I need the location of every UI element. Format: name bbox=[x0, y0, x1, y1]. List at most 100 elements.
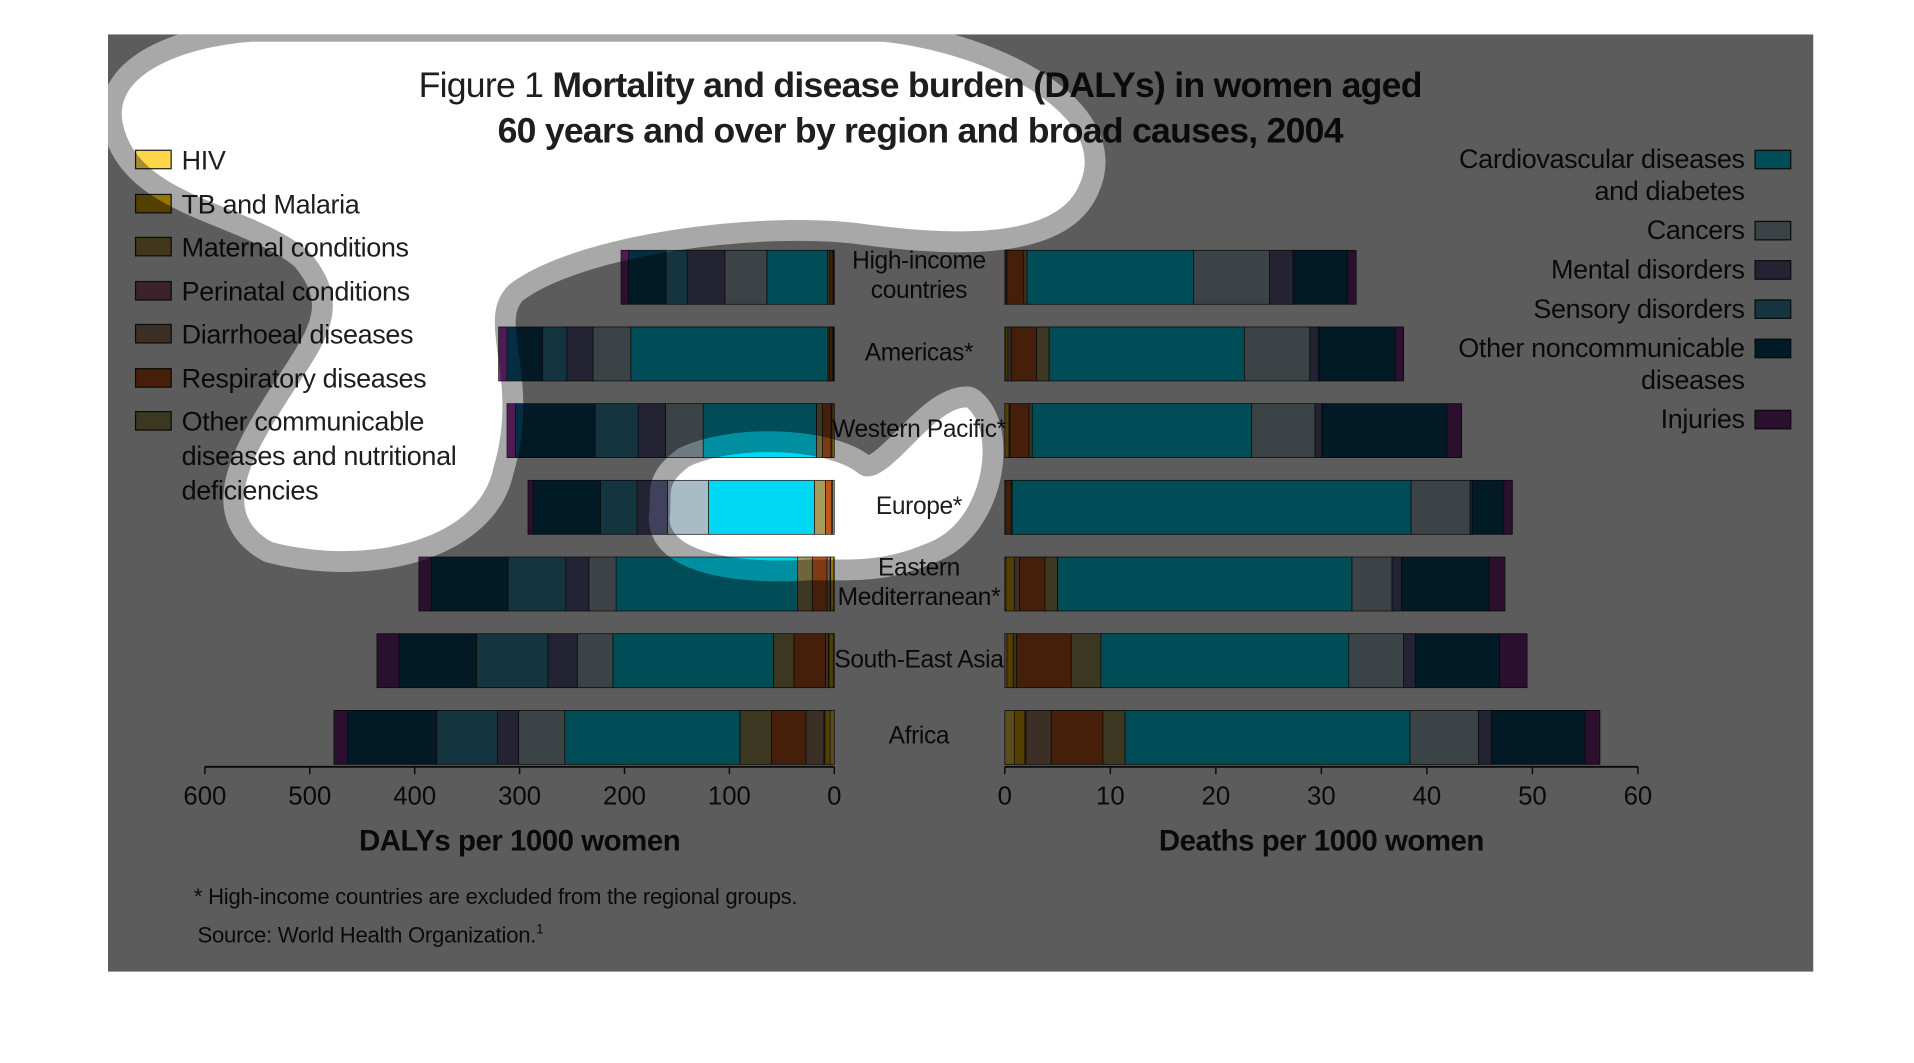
legend-item: Other noncommunicable diseases bbox=[1450, 332, 1791, 396]
bar-segment bbox=[794, 634, 825, 688]
category-label: South-East Asia bbox=[829, 645, 1008, 674]
legend-label: Mental disorders bbox=[1551, 254, 1745, 286]
bar-segment bbox=[508, 557, 566, 611]
legend-swatch bbox=[135, 150, 172, 170]
bar-segment bbox=[1504, 480, 1512, 534]
bar-segment bbox=[593, 327, 631, 381]
source-line: Source: World Health Organization.1 bbox=[198, 923, 544, 949]
legend-item: TB and Malaria bbox=[135, 187, 479, 221]
legend-swatch bbox=[135, 237, 172, 257]
bar-segment bbox=[637, 480, 667, 534]
chart-title: Figure 1 Mortality and disease burden (D… bbox=[405, 64, 1436, 155]
bar-segment bbox=[1489, 557, 1505, 611]
x-tick-label: 60 bbox=[1624, 782, 1653, 810]
bar-segment bbox=[1392, 557, 1401, 611]
legend-swatch bbox=[135, 367, 172, 387]
bar-segment bbox=[1014, 557, 1019, 611]
bar-segment bbox=[1049, 327, 1244, 381]
legend-swatch bbox=[1754, 150, 1791, 170]
bar-segment bbox=[1500, 634, 1527, 688]
bar-segment bbox=[589, 557, 616, 611]
legend-label: Respiratory diseases bbox=[182, 361, 427, 395]
bar-segment bbox=[577, 634, 613, 688]
bar-segment bbox=[437, 710, 498, 764]
bar-segment bbox=[703, 404, 816, 458]
bar-segment bbox=[1014, 710, 1025, 764]
bar-segment bbox=[1058, 557, 1352, 611]
bar-segment bbox=[798, 557, 813, 611]
x-tick-label: 10 bbox=[1096, 782, 1125, 810]
bar-segment bbox=[548, 634, 577, 688]
bar-segment bbox=[1011, 327, 1036, 381]
bar-segment bbox=[773, 634, 793, 688]
bar-segment bbox=[1585, 710, 1600, 764]
category-label: Europe* bbox=[829, 491, 1008, 520]
bar-segment bbox=[1270, 250, 1293, 304]
x-tick-label: 50 bbox=[1518, 782, 1547, 810]
legend-item: Respiratory diseases bbox=[135, 361, 479, 395]
bar-segment bbox=[638, 404, 665, 458]
bar-segment bbox=[565, 710, 740, 764]
bar-segment bbox=[1194, 250, 1270, 304]
x-tick-label: 300 bbox=[498, 782, 541, 810]
legend-swatch bbox=[135, 324, 172, 344]
legend-item: Cardiovascular diseases and diabetes bbox=[1450, 144, 1791, 208]
legend-label: Injuries bbox=[1661, 404, 1745, 436]
bar-segment bbox=[708, 480, 814, 534]
bar-segment bbox=[1016, 634, 1071, 688]
source-ref: 1 bbox=[536, 923, 543, 938]
bar-segment bbox=[771, 710, 806, 764]
bar-segment bbox=[687, 250, 725, 304]
x-tick-label: 100 bbox=[708, 782, 751, 810]
bar-segment bbox=[816, 404, 822, 458]
bar-segment bbox=[1244, 327, 1309, 381]
bar-segment bbox=[1007, 250, 1024, 304]
bar-segment bbox=[1315, 404, 1321, 458]
bar-segment bbox=[740, 710, 771, 764]
bar-segment bbox=[1012, 480, 1411, 534]
bar-segment bbox=[600, 480, 637, 534]
bar-segment bbox=[507, 327, 543, 381]
bar-segment bbox=[1051, 710, 1103, 764]
legend-label: Other noncommunicable diseases bbox=[1450, 332, 1744, 396]
legend-label: Diarrhoeal diseases bbox=[182, 318, 414, 352]
bar-segment bbox=[1071, 634, 1101, 688]
legend-item: Other communicable diseases and nutritio… bbox=[135, 405, 479, 508]
bar-segment bbox=[825, 634, 828, 688]
bar-segment bbox=[543, 327, 567, 381]
bar-segment bbox=[1349, 634, 1404, 688]
bar-segment bbox=[628, 250, 666, 304]
legend-item: Diarrhoeal diseases bbox=[135, 318, 479, 352]
bar-segment bbox=[348, 710, 437, 764]
legend-item: Injuries bbox=[1661, 404, 1792, 436]
legend-label: Other communicable diseases and nutritio… bbox=[182, 405, 470, 508]
legend-label: HIV bbox=[182, 144, 226, 178]
legend-swatch bbox=[1754, 221, 1791, 241]
legend-item: Sensory disorders bbox=[1533, 293, 1791, 325]
bar-segment bbox=[528, 480, 533, 534]
category-label: Africa bbox=[829, 721, 1008, 750]
bar-segment bbox=[666, 250, 687, 304]
legend-item: Perinatal conditions bbox=[135, 274, 479, 308]
legend-label: Cardiovascular diseases and diabetes bbox=[1450, 144, 1744, 208]
legend-item: Cancers bbox=[1647, 215, 1792, 247]
bar-segment bbox=[616, 557, 797, 611]
bar-segment bbox=[1252, 404, 1315, 458]
bar-segment bbox=[1101, 634, 1349, 688]
bar-segment bbox=[767, 250, 828, 304]
category-label: High-income countries bbox=[829, 247, 1008, 306]
x-axis-title: Deaths per 1000 women bbox=[1159, 825, 1484, 858]
x-tick-label: 600 bbox=[183, 782, 226, 810]
bar-segment bbox=[668, 480, 709, 534]
bar-segment bbox=[477, 634, 548, 688]
bar-segment bbox=[419, 557, 432, 611]
legend-label: Maternal conditions bbox=[182, 231, 409, 265]
x-axis-title: DALYs per 1000 women bbox=[359, 825, 680, 858]
bar-segment bbox=[1036, 327, 1049, 381]
bar-segment bbox=[1404, 634, 1416, 688]
x-tick-label: 20 bbox=[1202, 782, 1231, 810]
legend-label: Cancers bbox=[1647, 215, 1745, 247]
bar-segment bbox=[334, 710, 348, 764]
legend-swatch bbox=[135, 193, 172, 213]
